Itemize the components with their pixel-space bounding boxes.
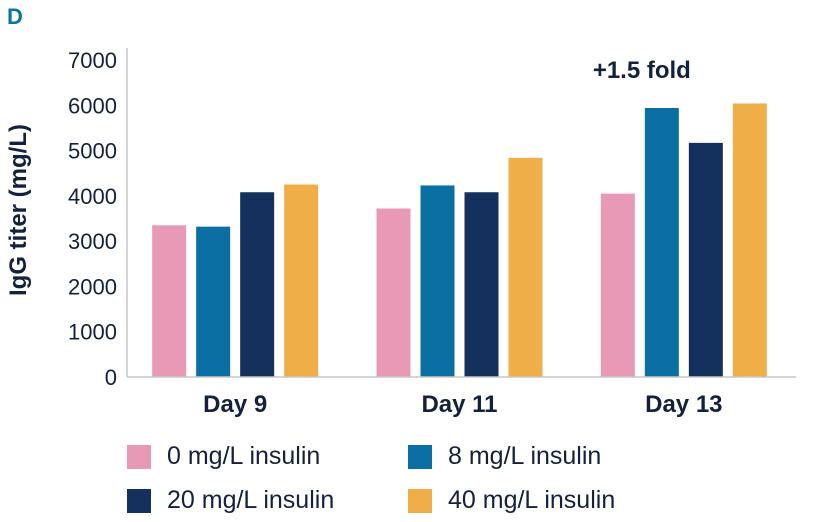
y-tick-label: 4000 [68, 184, 117, 209]
legend-label: 0 mg/L insulin [167, 442, 321, 470]
x-axis: Day 9 Day 11 Day 13 [127, 376, 796, 418]
x-tick-label: Day 9 [203, 391, 267, 418]
y-tick-label: 1000 [68, 320, 117, 345]
bar [240, 192, 275, 377]
legend-item: 20 mg/L insulin [127, 486, 334, 515]
y-tick-label: 3000 [68, 229, 117, 254]
legend-label: 40 mg/L insulin [448, 486, 616, 514]
legend-label: 8 mg/L insulin [448, 442, 602, 470]
bar [376, 208, 411, 377]
x-tick-label: Day 13 [645, 391, 722, 418]
bar [284, 184, 319, 377]
y-tick-label: 5000 [68, 139, 117, 164]
bar [508, 157, 543, 377]
annotations: +1.5 fold [593, 57, 691, 84]
bar [464, 192, 499, 377]
y-tick-label: 6000 [68, 93, 117, 118]
legend-item: 8 mg/L insulin [408, 442, 601, 471]
bar [600, 193, 635, 377]
y-axis: 0 1000 2000 3000 4000 5000 6000 7000 [68, 48, 128, 390]
bar-chart: 0 1000 2000 3000 4000 5000 6000 7000 Day 9 Day 1… [5, 48, 796, 418]
x-tick-label: Day 11 [421, 391, 497, 418]
bar [688, 142, 723, 377]
legend-swatch [408, 444, 432, 469]
legend-label: 20 mg/L insulin [167, 486, 335, 514]
bar [732, 103, 767, 377]
legend-swatch [127, 444, 151, 469]
legend-item: 0 mg/L insulin [127, 442, 320, 471]
bar [420, 185, 455, 377]
legend-item: 40 mg/L insulin [408, 486, 615, 515]
y-tick-label: 7000 [68, 48, 117, 73]
bar [644, 108, 679, 377]
y-tick-label: 0 [105, 365, 117, 390]
legend-swatch [408, 488, 432, 513]
panel-label: D [7, 4, 23, 29]
fold-change-annotation: +1.5 fold [593, 57, 691, 84]
bar [196, 226, 231, 377]
y-axis-label: IgG titer (mg/L) [5, 124, 32, 296]
legend-swatch [127, 488, 151, 513]
y-tick-label: 2000 [68, 274, 117, 299]
bars [152, 103, 767, 377]
bar [152, 225, 187, 377]
